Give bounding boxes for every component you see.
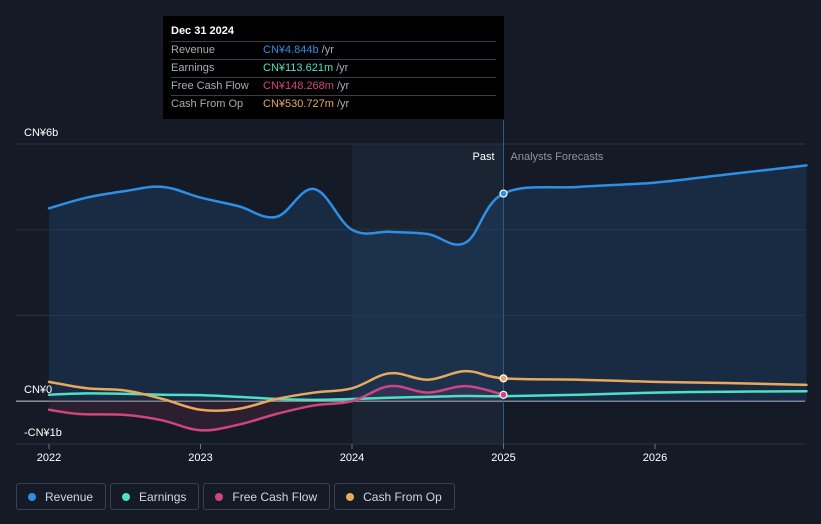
series-lines	[47, 164, 808, 432]
x-tick-label: 2023	[188, 452, 212, 464]
tooltip-value: CN¥4.844b	[263, 44, 319, 56]
legend-item-revenue[interactable]: Revenue	[16, 483, 107, 510]
x-tick-label: 2025	[491, 452, 515, 464]
tooltip-label: Free Cash Flow	[171, 80, 249, 92]
past-label: Past	[472, 151, 494, 163]
gridlines	[16, 143, 805, 445]
revenue-area	[49, 165, 807, 402]
legend-dot-icon	[28, 492, 36, 501]
x-axis-ticks: 2022 2023 2024 2025 2026	[37, 444, 667, 464]
legend-dot-icon	[122, 492, 131, 501]
tooltip-value: CN¥113.621m	[263, 62, 334, 74]
series-line-cash-from-op	[47, 369, 808, 412]
marker-free-cash-flow	[499, 390, 508, 399]
tooltip-unit: /yr	[336, 80, 350, 92]
series-line-free-cash-flow	[47, 384, 505, 432]
forecast-label: Analysts Forecasts	[511, 151, 604, 163]
legend-item-cash-from-op[interactable]: Cash From Op	[334, 483, 455, 510]
legend-item-free-cash-flow[interactable]: Free Cash Flow	[203, 483, 331, 510]
x-tick-label: 2022	[37, 452, 61, 464]
tooltip-unit: /yr	[336, 62, 349, 74]
tooltip-row-fcf: Free Cash Flow CN¥148.268m /yr	[171, 78, 496, 96]
legend-label: Cash From Op	[363, 489, 442, 504]
legend-dot-icon	[346, 492, 355, 501]
past-highlight-region	[352, 144, 504, 444]
tooltip-value: CN¥148.268m	[263, 80, 334, 92]
tooltip-row-revenue: Revenue CN¥4.844b /yr	[171, 42, 496, 60]
y-axis-label-top: CN¥6b	[24, 127, 58, 139]
tooltip-row-cfo: Cash From Op CN¥530.727m /yr	[171, 96, 496, 113]
marker-cash-from-op	[499, 374, 508, 383]
x-tick-label: 2026	[643, 452, 667, 464]
y-axis-label-zero: CN¥0	[24, 384, 52, 396]
tooltip-label: Cash From Op	[171, 98, 244, 110]
markers	[499, 189, 508, 399]
marker-revenue	[499, 189, 508, 198]
legend-dot-icon	[215, 492, 224, 501]
series-line-revenue	[47, 164, 808, 246]
tooltip-label: Revenue	[171, 44, 216, 56]
x-tick-label: 2024	[340, 452, 364, 464]
y-axis-label-bottom: -CN¥1b	[24, 427, 62, 439]
tooltip-row-earnings: Earnings CN¥113.621m /yr	[171, 60, 496, 78]
legend-label: Free Cash Flow	[232, 489, 318, 504]
tooltip-date: Dec 31 2024	[171, 23, 496, 42]
legend: Revenue Earnings Free Cash Flow Cash Fro…	[16, 483, 455, 510]
tooltip-unit: /yr	[321, 44, 334, 56]
legend-item-earnings[interactable]: Earnings	[110, 483, 200, 510]
tooltip: Dec 31 2024 Revenue CN¥4.844b /yr Earnin…	[163, 16, 504, 119]
legend-label: Earnings	[139, 489, 187, 504]
tooltip-value: CN¥530.727m	[263, 98, 334, 110]
tooltip-label: Earnings	[171, 62, 215, 74]
tooltip-unit: /yr	[336, 98, 350, 110]
legend-label: Revenue	[45, 489, 94, 504]
